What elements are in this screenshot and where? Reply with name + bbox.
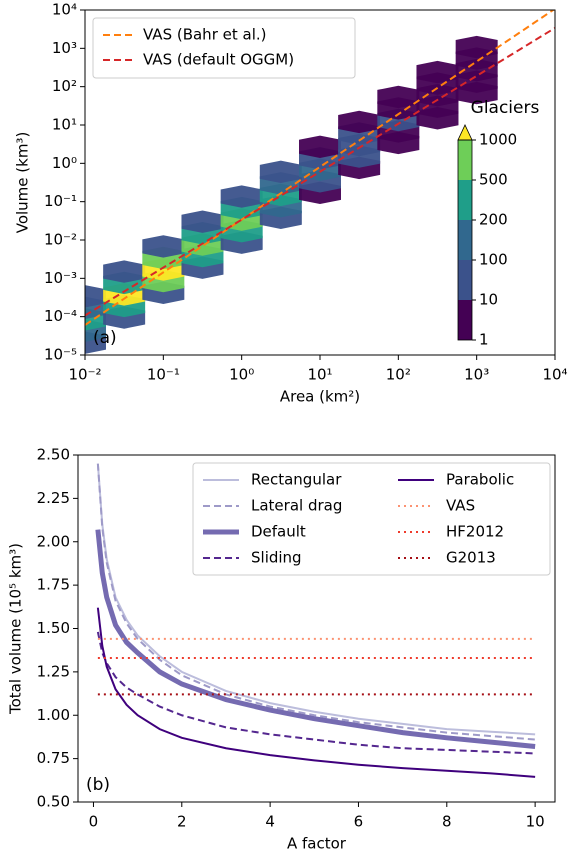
y-tick-label: 10³ <box>52 39 77 57</box>
y-axis-label: Total volume (10⁵ km³) <box>7 543 25 715</box>
series-line <box>96 607 536 778</box>
x-tick-label: 4 <box>265 813 275 831</box>
series-line <box>96 463 536 741</box>
legend-label: Lateral drag <box>251 497 342 515</box>
y-tick-label: 0.50 <box>37 793 70 811</box>
hexbin <box>455 35 498 59</box>
series-line <box>96 631 536 755</box>
y-tick-label: 10⁻¹ <box>44 192 77 210</box>
axes-frame <box>77 454 556 803</box>
legend-label: HF2012 <box>446 523 504 541</box>
legend-label: VAS <box>446 497 475 515</box>
x-tick-label: 10¹ <box>307 366 332 384</box>
hexbin <box>103 260 146 283</box>
y-tick-label: 10⁻³ <box>44 269 77 287</box>
colorbar-segment <box>458 140 472 180</box>
series-line <box>85 10 555 326</box>
hexbin <box>377 85 420 109</box>
y-tick-label: 10¹ <box>52 116 77 134</box>
colorbar-segment <box>458 180 472 220</box>
x-tick-label: 2 <box>177 813 187 831</box>
y-tick-label: 1.00 <box>37 706 70 724</box>
x-tick-label: 10⁰ <box>229 366 254 384</box>
x-tick-label: 8 <box>442 813 452 831</box>
legend-label: VAS (default OGGM) <box>143 51 294 69</box>
legend-label: Default <box>251 523 306 541</box>
hexbin <box>85 285 106 308</box>
colorbar-tick-label: 500 <box>479 171 508 189</box>
y-tick-label: 10⁻² <box>44 231 77 249</box>
panel-label: (a) <box>93 328 117 348</box>
hexbin <box>299 135 341 158</box>
hexbin <box>338 110 381 134</box>
colorbar-segment <box>458 220 472 260</box>
panel-label: (b) <box>86 775 110 795</box>
hexbin <box>220 185 263 208</box>
axes-frame <box>84 9 556 356</box>
x-tick-label: 10⁴ <box>542 366 567 384</box>
x-tick-label: 10⁻¹ <box>147 366 180 384</box>
colorbar-tick-label: 200 <box>479 211 508 229</box>
series-line <box>85 27 555 317</box>
legend-label: G2013 <box>446 549 496 567</box>
y-tick-label: 2.50 <box>37 446 70 464</box>
y-tick-label: 1.50 <box>37 619 70 637</box>
hexbin <box>142 235 185 258</box>
x-tick-label: 10² <box>386 366 411 384</box>
x-tick-label: 10⁻² <box>68 366 101 384</box>
y-tick-label: 10² <box>52 77 77 95</box>
hexbin <box>181 210 224 233</box>
colorbar-tick-label: 10 <box>479 291 498 309</box>
x-tick-label: 6 <box>354 813 364 831</box>
x-axis-label: Area (km²) <box>280 388 360 406</box>
hexbin <box>259 160 302 184</box>
colorbar-tick-label: 1 <box>479 331 489 349</box>
colorbar-tick-label: 100 <box>479 251 508 269</box>
legend-label: Sliding <box>251 549 302 567</box>
y-tick-label: 0.75 <box>37 749 70 767</box>
plot-area-b <box>95 463 536 778</box>
x-tick-label: 0 <box>89 813 99 831</box>
x-tick-label: 10³ <box>464 366 489 384</box>
series-line <box>95 529 536 749</box>
colorbar-title: Glaciers <box>471 98 540 118</box>
colorbar-segment <box>458 260 472 300</box>
y-tick-label: 10⁻⁵ <box>44 346 77 364</box>
y-tick-label: 2.00 <box>37 532 70 550</box>
x-tick-label: 10 <box>526 813 545 831</box>
legend-box <box>92 17 356 79</box>
colorbar-frame <box>457 139 473 341</box>
y-tick-label: 10⁰ <box>52 154 77 172</box>
legend-label: VAS (Bahr et al.) <box>143 26 267 44</box>
y-tick-label: 10⁴ <box>52 1 77 19</box>
y-tick-label: 2.25 <box>37 489 70 507</box>
colorbar-tick-label: 1000 <box>479 131 517 149</box>
y-tick-label: 1.25 <box>37 662 70 680</box>
y-axis-label: Volume (km³) <box>14 132 32 234</box>
legend-label: Rectangular <box>251 471 342 489</box>
legend-label: Parabolic <box>446 471 514 489</box>
y-tick-label: 1.75 <box>37 576 70 594</box>
x-axis-label: A factor <box>287 835 347 850</box>
legend-box <box>192 462 551 576</box>
plot-area-a <box>85 10 555 354</box>
hexbin <box>416 60 459 84</box>
y-tick-label: 10⁻⁴ <box>44 307 77 325</box>
colorbar-segment <box>458 300 472 340</box>
